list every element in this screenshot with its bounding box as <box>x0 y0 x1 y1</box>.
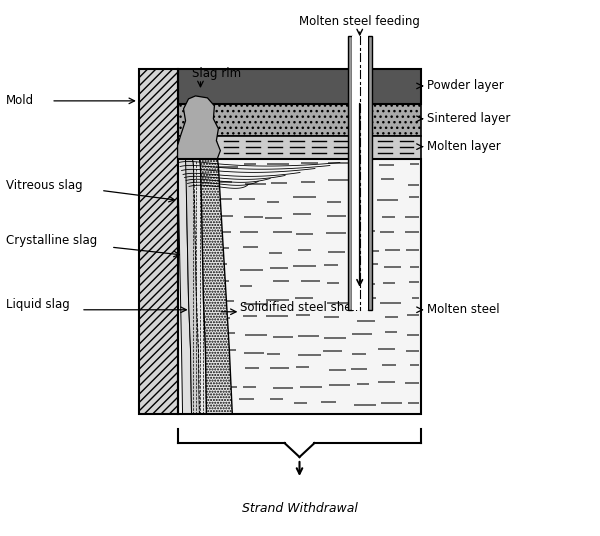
Text: Molten steel: Molten steel <box>427 303 500 316</box>
Text: Molten layer: Molten layer <box>427 140 501 153</box>
Bar <box>352 36 368 310</box>
Text: Vitreous slag: Vitreous slag <box>7 179 83 192</box>
Polygon shape <box>178 159 191 414</box>
Text: Sintered layer: Sintered layer <box>427 112 511 125</box>
Text: Slag rim: Slag rim <box>193 66 242 79</box>
Text: Liquid slag: Liquid slag <box>7 299 70 311</box>
Text: Strand Withdrawal: Strand Withdrawal <box>242 502 358 515</box>
Text: Solidified steel shell: Solidified steel shell <box>240 301 359 314</box>
Bar <box>178 104 421 136</box>
Polygon shape <box>193 159 206 414</box>
Bar <box>178 69 421 104</box>
Bar <box>139 69 178 414</box>
Bar <box>348 36 352 310</box>
Text: Powder layer: Powder layer <box>427 79 504 92</box>
Text: Mold: Mold <box>7 94 34 107</box>
Text: Molten steel feeding: Molten steel feeding <box>299 15 420 28</box>
Bar <box>178 159 421 414</box>
Text: Crystalline slag: Crystalline slag <box>7 234 98 247</box>
Polygon shape <box>199 159 232 414</box>
Bar <box>178 136 421 159</box>
Bar <box>368 36 371 310</box>
Bar <box>178 69 421 104</box>
Polygon shape <box>185 159 199 414</box>
Bar <box>178 159 421 414</box>
Polygon shape <box>178 96 220 159</box>
